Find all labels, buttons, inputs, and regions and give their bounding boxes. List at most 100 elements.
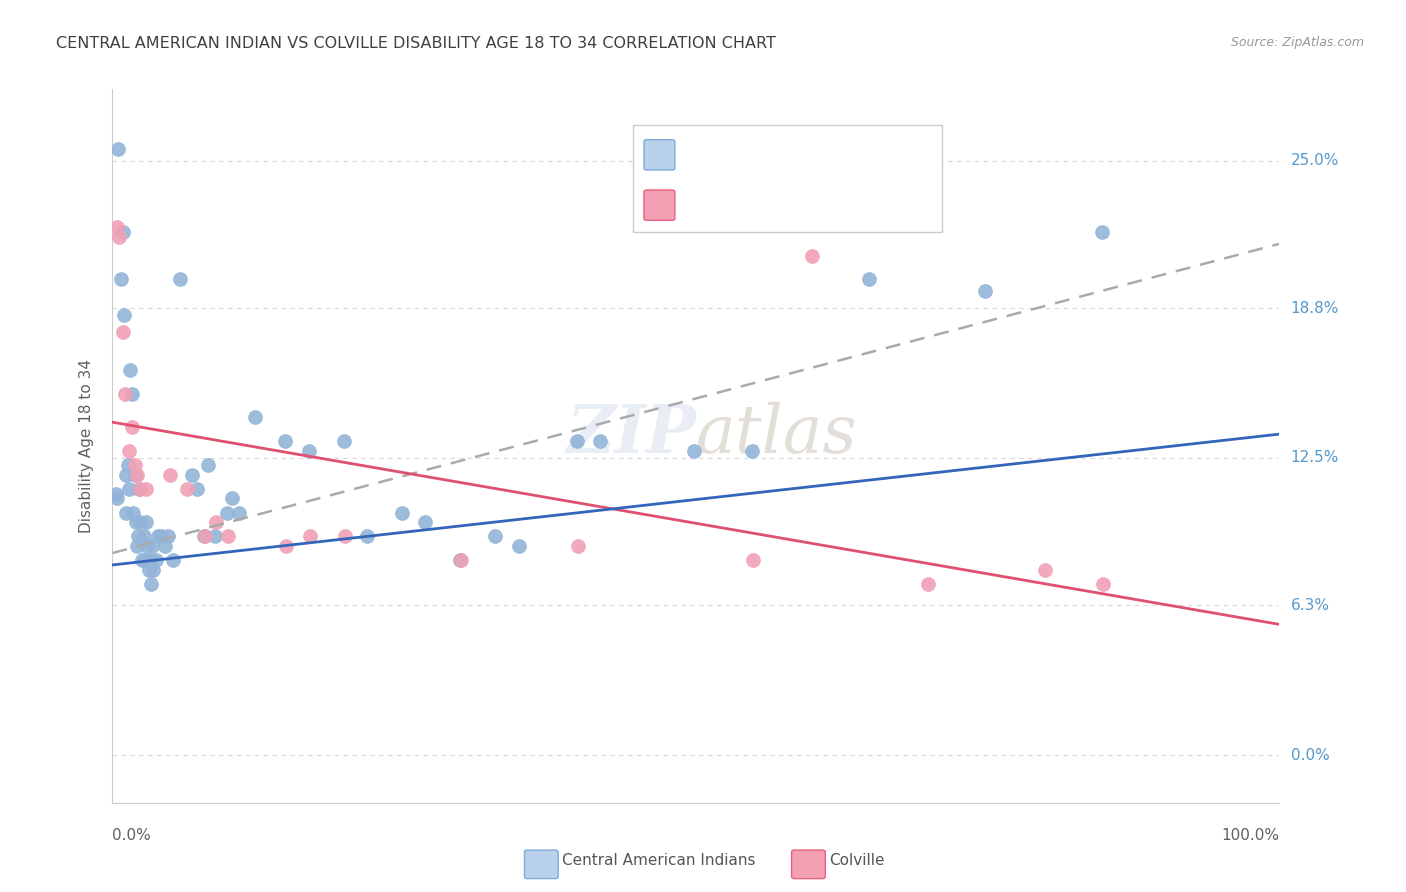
Point — [180, 467, 202, 482]
Text: -0.438: -0.438 — [723, 198, 778, 212]
Text: Source: ZipAtlas.com: Source: ZipAtlas.com — [1230, 36, 1364, 49]
Point — [484, 529, 506, 543]
Point — [194, 529, 217, 543]
Text: 0.230: 0.230 — [723, 147, 770, 162]
Point — [122, 506, 145, 520]
Point — [1033, 563, 1056, 577]
Text: R =: R = — [686, 147, 720, 162]
Point — [333, 529, 356, 543]
Point — [132, 529, 155, 543]
Point — [108, 229, 131, 244]
Point — [138, 563, 160, 577]
Point — [135, 482, 157, 496]
Point — [917, 577, 939, 591]
Point — [121, 386, 143, 401]
Point — [682, 443, 704, 458]
Point — [105, 220, 128, 235]
Point — [332, 434, 354, 449]
Point — [186, 482, 208, 496]
Point — [115, 506, 138, 520]
Point — [139, 553, 162, 567]
Point — [742, 553, 765, 567]
Point — [1092, 577, 1115, 591]
Point — [297, 443, 319, 458]
Point — [112, 308, 135, 322]
Point — [118, 443, 141, 458]
Point — [356, 529, 378, 543]
Point — [298, 529, 321, 543]
Point — [157, 529, 180, 543]
Point — [107, 142, 129, 156]
Text: 0.0%: 0.0% — [112, 828, 152, 843]
Text: Central American Indians: Central American Indians — [562, 854, 756, 868]
Point — [146, 529, 169, 543]
Point — [153, 539, 176, 553]
Point — [1091, 225, 1114, 239]
Point — [176, 482, 198, 496]
Point — [217, 529, 239, 543]
Point — [858, 272, 880, 286]
Text: 61: 61 — [825, 147, 846, 162]
Text: 100.0%: 100.0% — [1222, 828, 1279, 843]
Point — [204, 529, 226, 543]
Text: N =: N = — [775, 147, 818, 162]
Point — [228, 506, 250, 520]
Point — [124, 458, 146, 472]
Point — [800, 249, 823, 263]
Point — [118, 482, 141, 496]
Point — [125, 467, 148, 482]
Point — [117, 458, 139, 472]
Point — [127, 529, 149, 543]
Point — [193, 529, 215, 543]
Y-axis label: Disability Age 18 to 34: Disability Age 18 to 34 — [79, 359, 94, 533]
Point — [565, 434, 588, 449]
Point — [118, 363, 141, 377]
Text: 6.3%: 6.3% — [1291, 598, 1330, 613]
Text: ZIP: ZIP — [567, 401, 696, 467]
Point — [974, 285, 997, 299]
Text: atlas: atlas — [696, 401, 858, 467]
Point — [124, 467, 146, 482]
Point — [169, 272, 191, 286]
Point — [221, 491, 243, 506]
Point — [115, 467, 138, 482]
Point — [111, 225, 134, 239]
Text: R =: R = — [686, 198, 720, 212]
Point — [449, 553, 471, 567]
Text: 18.8%: 18.8% — [1291, 301, 1339, 316]
Point — [111, 325, 134, 339]
Point — [274, 434, 297, 449]
Point — [129, 515, 152, 529]
Point — [125, 539, 148, 553]
Point — [136, 539, 159, 553]
Point — [589, 434, 612, 449]
Point — [276, 539, 298, 553]
Point — [129, 482, 152, 496]
Point — [159, 467, 181, 482]
Point — [205, 515, 228, 529]
Point — [128, 482, 150, 496]
Point — [150, 529, 173, 543]
Point — [215, 506, 238, 520]
Point — [162, 553, 184, 567]
Point — [145, 553, 167, 567]
Point — [139, 577, 162, 591]
Point — [197, 458, 219, 472]
Point — [741, 443, 763, 458]
Point — [391, 506, 413, 520]
Point — [105, 491, 128, 506]
Point — [142, 563, 165, 577]
Point — [141, 539, 163, 553]
Text: Colville: Colville — [830, 854, 884, 868]
Point — [567, 539, 589, 553]
Text: N =: N = — [787, 198, 831, 212]
Point — [450, 553, 472, 567]
Point — [125, 515, 148, 529]
Text: 12.5%: 12.5% — [1291, 450, 1339, 466]
Text: 25: 25 — [838, 198, 859, 212]
Point — [131, 553, 153, 567]
Point — [114, 386, 136, 401]
Point — [135, 515, 157, 529]
Point — [121, 420, 143, 434]
Point — [110, 272, 132, 286]
